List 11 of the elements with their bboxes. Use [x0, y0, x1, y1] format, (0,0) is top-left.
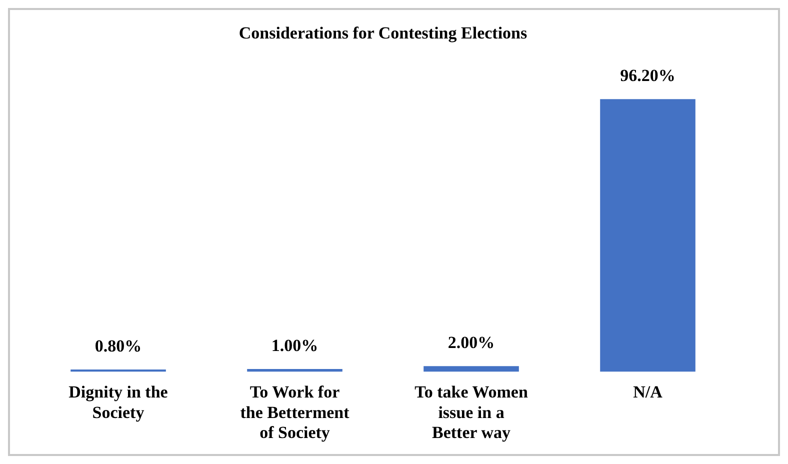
data-label: 0.80% [94, 336, 142, 356]
data-label: 2.00% [448, 333, 495, 352]
chart-title: Considerations for Contesting Elections [238, 24, 528, 43]
x-tick-label: N/A [633, 382, 664, 402]
bar [424, 366, 519, 372]
x-tick-label: Dignity in the Society [68, 382, 168, 422]
x-tick-label: To Work for the Betterment of Society [240, 382, 350, 442]
data-label: 96.20% [620, 66, 676, 86]
data-label: 1.00% [271, 336, 318, 355]
x-tick-label: To take Women issue in a Better way [414, 382, 528, 442]
bar [600, 99, 696, 372]
